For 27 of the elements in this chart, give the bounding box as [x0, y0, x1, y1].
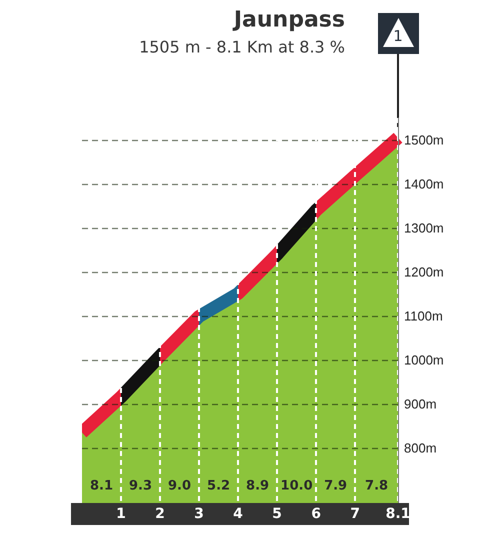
x-tick-label: 8.1 [386, 506, 410, 522]
x-tick-label: 3 [194, 506, 204, 522]
annotation: 7.8 [365, 478, 388, 494]
annotation: 5.2 [207, 478, 230, 494]
x-tick-label: 1 [116, 506, 126, 522]
annotation: 10.0 [280, 478, 313, 494]
y-tick-label: 1300m [404, 220, 444, 236]
x-tick-label: 6 [311, 506, 321, 522]
y-tick-label: 900m [404, 396, 437, 412]
chart-subtitle: 1505 m - 8.1 Km at 8.3 % [139, 38, 345, 56]
chart-title: Jaunpass [232, 8, 345, 32]
annotation: 9.3 [129, 478, 152, 494]
y-tick-label: 1200m [404, 264, 444, 280]
x-tick-label: 7 [350, 506, 360, 522]
x-tick-label: 2 [155, 506, 165, 522]
y-tick-label: 800m [404, 440, 437, 456]
x-tick-label: 5 [272, 506, 282, 522]
annotation: 8.1 [90, 478, 114, 494]
annotation: 9.0 [168, 478, 192, 494]
annotation: 8.9 [246, 478, 270, 494]
y-tick-label: 1400m [404, 176, 444, 192]
annotation: 7.9 [324, 478, 348, 494]
y-tick-label: 1500m [404, 132, 444, 148]
x-tick-label: 4 [233, 506, 244, 522]
triangle-sign-icon: 1 [378, 13, 418, 54]
y-tick-label: 1000m [404, 352, 444, 368]
y-tick-label: 1100m [404, 308, 443, 324]
